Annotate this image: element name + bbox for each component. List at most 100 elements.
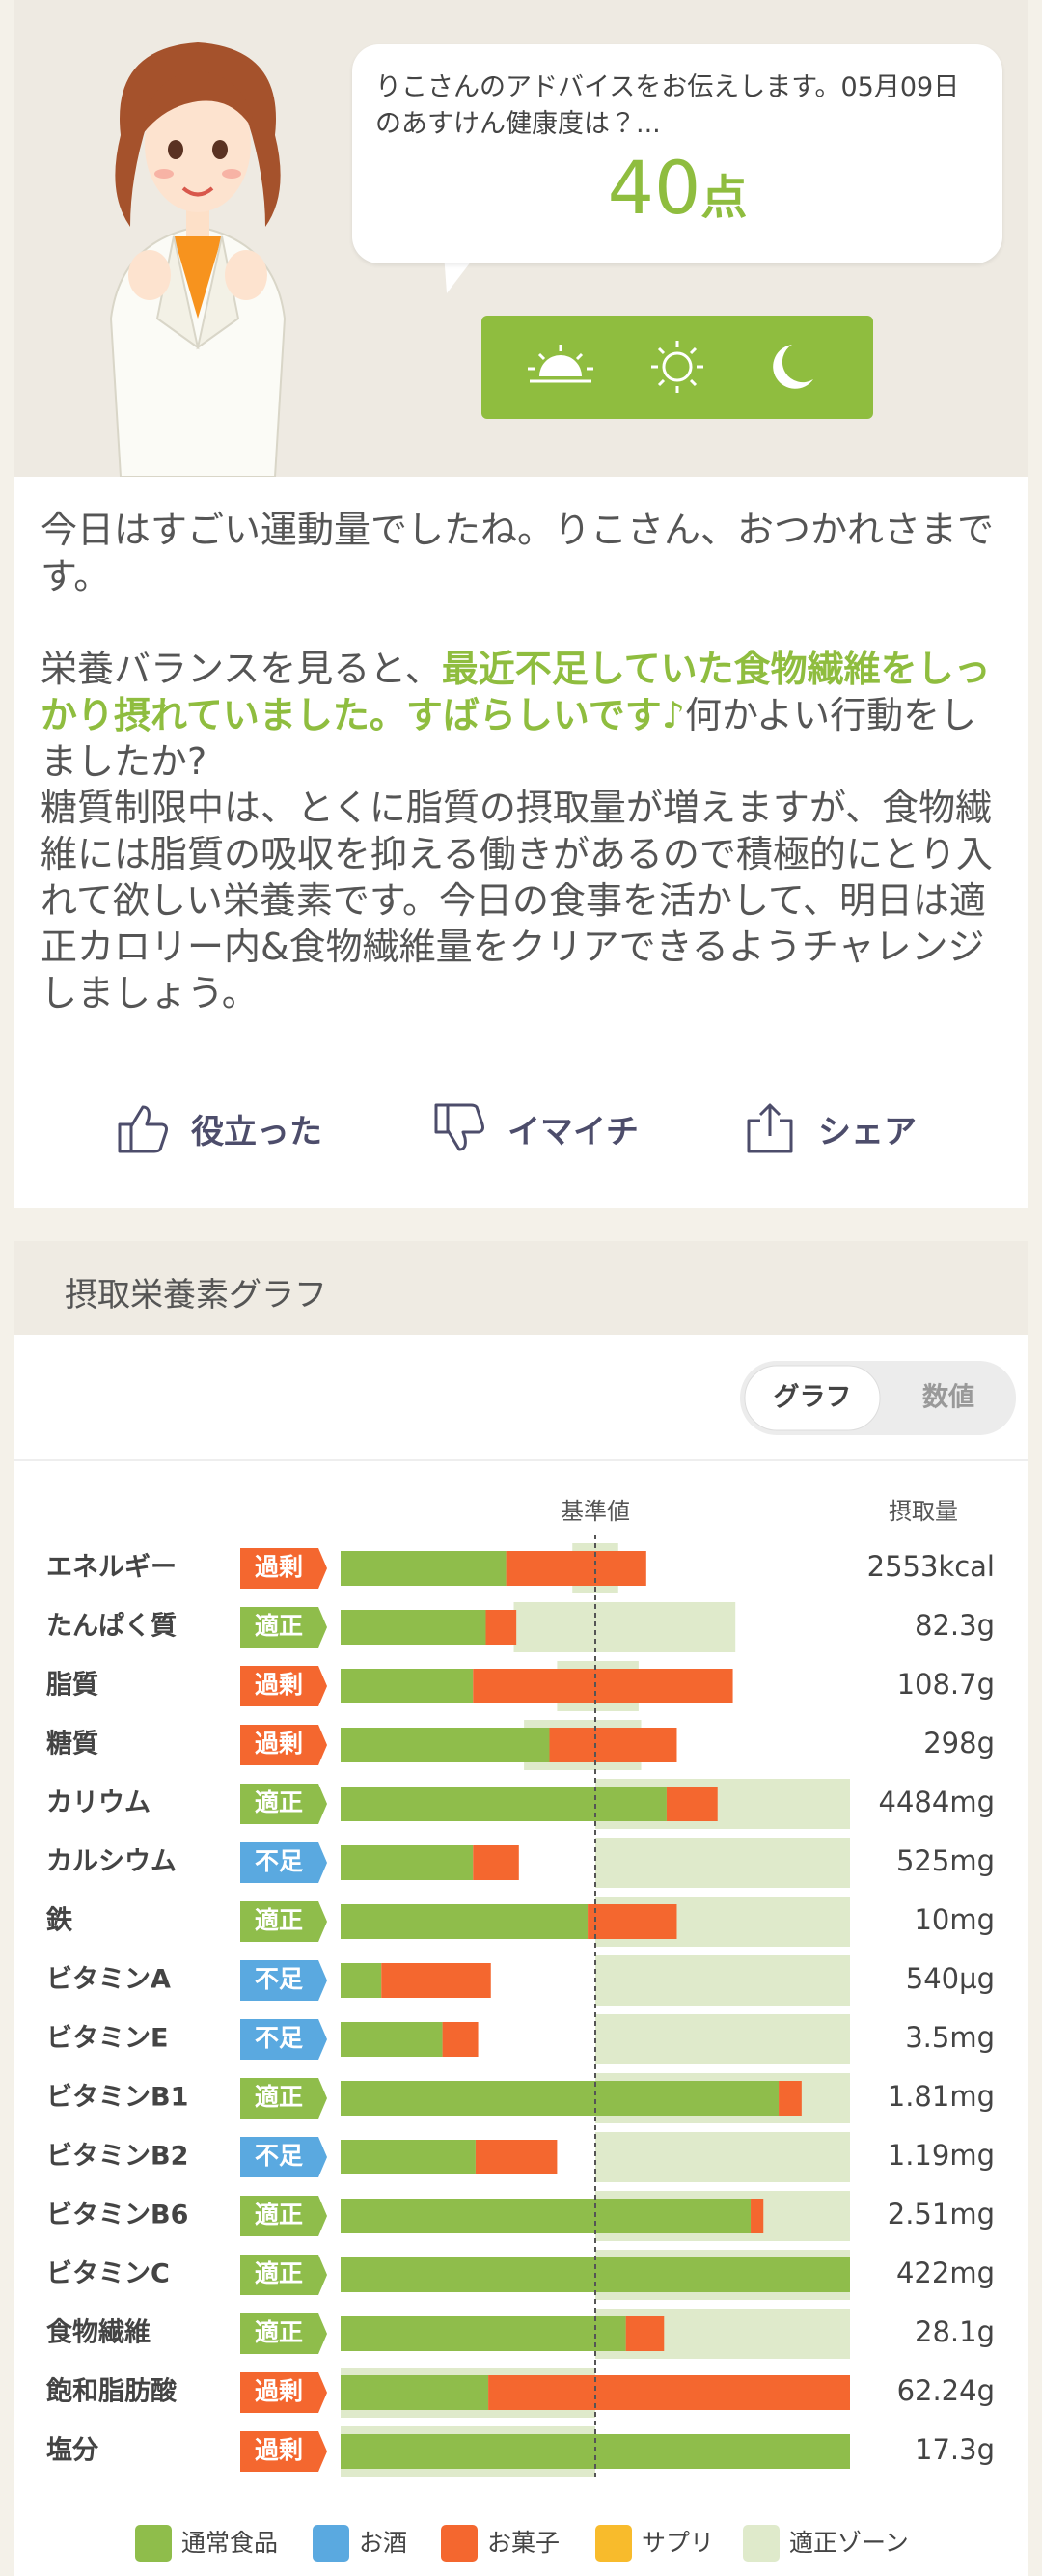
status-badge	[240, 2137, 327, 2177]
thumb-up-icon	[118, 1105, 168, 1153]
intake-value: 1.81mg	[888, 2080, 995, 2113]
status-badge	[240, 1607, 327, 1648]
legend-swatch	[135, 2525, 172, 2562]
status-badge	[240, 1901, 327, 1942]
snack-bar	[488, 2375, 850, 2410]
status-label: 適正	[255, 2201, 303, 2229]
nutrient-name: ビタミンE	[46, 2024, 168, 2054]
snack-bar	[549, 1728, 677, 1762]
like-button[interactable]: 役立った	[116, 1099, 322, 1157]
score-value: 40	[607, 145, 701, 231]
legend-swatch	[743, 2525, 780, 2562]
status-label: 不足	[255, 1965, 303, 1993]
snack-bar	[473, 1845, 519, 1880]
status-label: 過剰	[255, 2377, 303, 2405]
dislike-button[interactable]: イマイチ	[432, 1099, 639, 1157]
sunrise-icon[interactable]	[528, 345, 593, 383]
normal-food-bar	[341, 1728, 550, 1762]
advisor-illustration	[109, 42, 287, 477]
status-label: 適正	[255, 2083, 303, 2111]
legend-label: 通常食品	[181, 2529, 278, 2557]
snack-bar	[779, 2081, 802, 2116]
thumb-down-icon	[434, 1103, 484, 1151]
normal-food-bar	[341, 1845, 474, 1880]
message-text: 栄養バランスを見ると、	[41, 648, 442, 690]
intake-value: 62.24g	[897, 2374, 995, 2407]
intake-value: 4484mg	[879, 1786, 995, 1818]
tab-selected[interactable]	[744, 1365, 881, 1431]
status-badge	[240, 2078, 327, 2119]
legend-swatch	[441, 2525, 478, 2562]
nutrient-name: 食物繊維	[46, 2317, 151, 2348]
card-title: 摂取栄養素グラフ	[65, 1276, 327, 1315]
normal-food-bar	[341, 1610, 486, 1645]
nutrient-name: ビタミンB1	[46, 2083, 188, 2113]
status-badge	[240, 2196, 327, 2236]
status-label: 過剰	[255, 1730, 303, 1758]
ideal-zone	[595, 1838, 850, 1888]
tab-label[interactable]: グラフ	[774, 1382, 852, 1413]
status-badge	[240, 1960, 327, 2001]
tab-label[interactable]: 数値	[922, 1383, 974, 1413]
status-label: 不足	[255, 2142, 303, 2170]
like-label: 役立った	[191, 1112, 322, 1151]
advice-message: 今日はすごい運動量でしたね。りこさん、おつかれさまです。 栄養バランスを見ると、…	[14, 477, 1028, 1208]
message-paragraph: 糖質制限中は、とくに脂質の摂取量が増えますが、食物繊維には脂質の吸収を抑える働き…	[41, 787, 993, 1014]
status-badge	[240, 2019, 327, 2060]
time-of-day-selector[interactable]	[481, 316, 873, 419]
dislike-label: イマイチ	[507, 1112, 639, 1151]
legend-label: お菓子	[487, 2529, 560, 2557]
nutrient-name: ビタミンC	[46, 2259, 170, 2289]
bubble-text: りこさんのアドバイスをお伝えします。05月09日のあすけん健康度は？...	[375, 72, 960, 139]
normal-food-bar	[341, 1904, 589, 1939]
nutrient-name: カリウム	[46, 1788, 151, 1818]
status-label: 過剰	[255, 1671, 303, 1699]
nutrient-name: たんぱく質	[46, 1612, 177, 1642]
ideal-zone	[595, 2132, 850, 2182]
nutrient-name: 脂質	[46, 1671, 98, 1701]
normal-food-bar	[341, 1551, 507, 1586]
sun-icon[interactable]	[651, 341, 703, 393]
status-label: 適正	[255, 1788, 303, 1816]
status-label: 適正	[255, 1906, 303, 1934]
normal-food-bar	[341, 2140, 476, 2174]
message-paragraph: 今日はすごい運動量でしたね。りこさん、おつかれさまです。	[41, 509, 995, 597]
intake-value: 3.5mg	[905, 2021, 995, 2054]
status-badge	[240, 1842, 327, 1883]
intake-value: 540µg	[906, 1962, 995, 1995]
status-badge	[240, 2372, 327, 2413]
ideal-zone	[595, 1955, 850, 2006]
status-badge	[240, 2313, 327, 2354]
normal-food-bar	[341, 2199, 752, 2233]
nutrient-name: ビタミンB2	[46, 2142, 188, 2172]
normal-food-bar	[341, 2375, 489, 2410]
nutrient-name: エネルギー	[46, 1553, 177, 1583]
snack-bar	[625, 2316, 665, 2351]
intake-value: 17.3g	[915, 2433, 995, 2466]
legend-swatch	[595, 2525, 632, 2562]
moon-icon[interactable]	[773, 345, 813, 389]
share-icon	[747, 1103, 793, 1153]
status-badge	[240, 1784, 327, 1824]
share-button[interactable]: シェア	[743, 1099, 917, 1157]
normal-food-bar	[341, 2316, 626, 2351]
status-label: 過剰	[255, 2436, 303, 2464]
intake-label: 摂取量	[889, 1498, 958, 1525]
intake-value: 422mg	[896, 2257, 995, 2289]
time-icons	[528, 341, 813, 393]
nutrient-name: ビタミンB6	[46, 2201, 188, 2230]
snack-bar	[485, 1610, 517, 1645]
intake-value: 2.51mg	[888, 2198, 995, 2230]
status-label: 過剰	[255, 1553, 303, 1581]
status-badge	[240, 2255, 327, 2295]
snack-bar	[506, 1551, 646, 1586]
share-label: シェア	[818, 1112, 917, 1151]
nutrient-name: ビタミンA	[46, 1965, 171, 1995]
legend-swatch	[313, 2525, 349, 2562]
snack-bar	[442, 2022, 479, 2057]
intake-value: 298g	[923, 1727, 995, 1759]
snack-bar	[666, 1787, 718, 1821]
status-label: 不足	[255, 2024, 303, 2052]
